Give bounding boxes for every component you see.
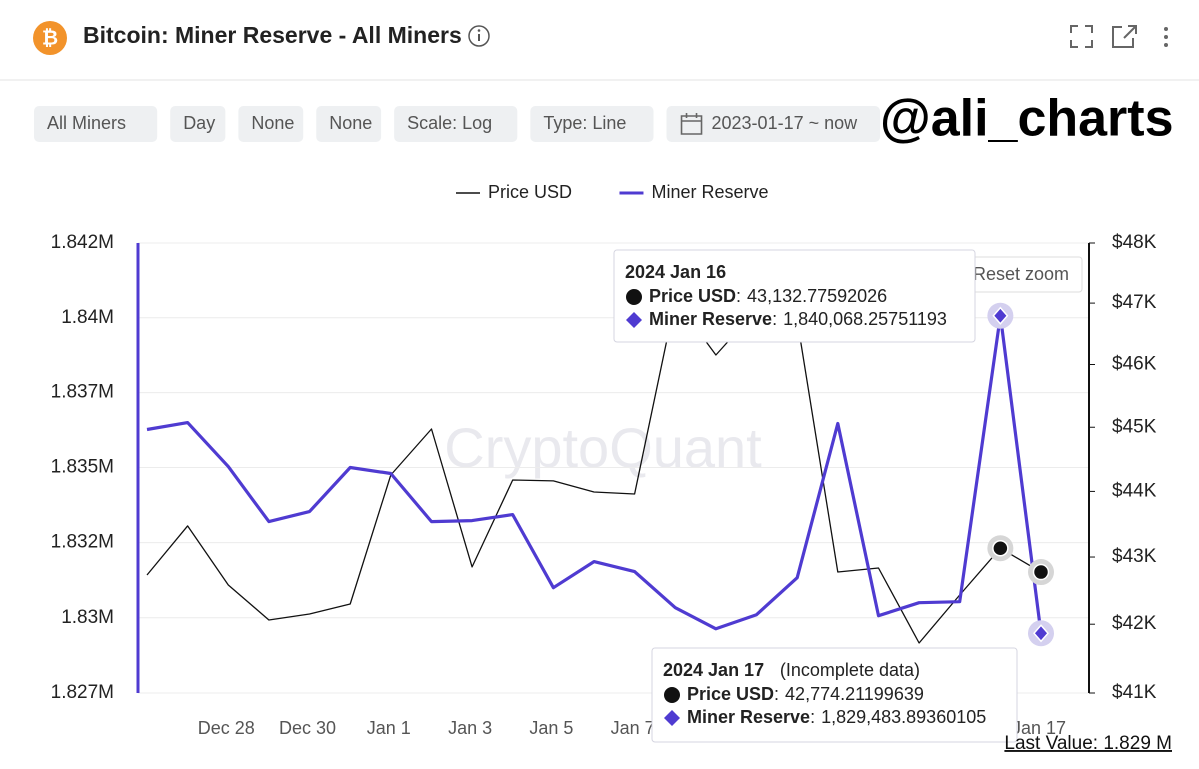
x-tick-label: Jan 1 [367,718,411,738]
y2-tick-label: $46K [1112,354,1157,375]
tooltip-icon [664,710,680,726]
tooltip-value: 42,774.21199639 [785,684,924,704]
point-marker [992,306,1009,325]
tooltip-separator: : [772,309,777,329]
filter-button[interactable] [170,106,226,142]
y-tick-label: 1.827M [51,682,114,703]
y-tick-label: 1.842M [51,232,114,253]
tooltip-separator: : [736,286,741,306]
open-icon[interactable] [1112,25,1137,48]
filter-button[interactable] [394,106,518,142]
y-tick-label: 1.83M [61,607,114,628]
legend-label: Miner Reserve [651,182,768,202]
legend-label: Price USD [488,182,572,202]
y2-tick-label: $47K [1112,292,1157,313]
filter-label: Scale: Log [407,113,492,133]
watermark: CryptoQuant [444,416,762,479]
point-marker [1032,563,1050,581]
filter-label: Day [183,113,215,133]
y2-tick-label: $41K [1112,682,1157,703]
handle: @ali_charts [880,90,1174,148]
filter-label: None [251,113,294,133]
x-tick-label: Jan 17 [1012,718,1066,738]
x-tick-label: Dec 28 [198,718,255,738]
tooltip-value: 1,829,483.89360105 [821,707,986,727]
tooltip-separator: : [810,707,815,727]
bitcoin-glyph: ₿ [42,27,58,49]
info-glyph [478,34,480,41]
tooltip-separator: : [774,684,779,704]
tooltip-title: 2024 Jan 17 [663,660,764,680]
filter-button[interactable] [316,106,382,142]
series-line [146,299,1042,644]
more-icon[interactable] [1164,27,1168,47]
x-tick-label: Jan 5 [529,718,573,738]
tooltip-title: 2024 Jan 16 [625,262,726,282]
tooltip-icon [664,687,680,703]
point-marker [992,539,1009,557]
filter-button[interactable] [666,106,881,142]
tooltip [651,647,1018,743]
y-tick-label: 1.835M [51,457,114,478]
fullscreen-icon[interactable] [1070,25,1093,48]
filter-label: All Miners [47,113,126,133]
y2-tick-label: $44K [1112,480,1157,501]
info-glyph [477,29,481,32]
tooltip [613,249,976,343]
filter-button[interactable] [238,106,304,142]
x-tick-label: Dec 30 [279,718,336,738]
tooltip-icon [626,289,642,305]
tooltip-name: Miner Reserve [687,707,810,727]
tooltip-value: 1,840,068.25751193 [783,309,947,329]
y2-tick-label: $45K [1112,416,1157,437]
filter-button[interactable] [530,106,654,142]
series-line [146,314,1043,634]
y2-tick-label: $43K [1112,546,1157,567]
tooltip-value: 43,132.77592026 [747,286,887,306]
info-icon[interactable] [468,25,490,47]
tooltip-note: (Incomplete data) [780,660,920,680]
tooltip-name: Miner Reserve [649,309,772,329]
tooltip-name: Price USD [687,684,774,704]
tooltip-name: Price USD [649,286,736,306]
y2-tick-label: $42K [1112,613,1157,634]
point-marker [1033,624,1049,643]
filter-label: 2023-01-17 ~ now [712,113,859,133]
y2-tick-label: $48K [1112,232,1157,253]
reset-zoom-label: Reset zoom [973,264,1069,284]
filter-label: Type: Line [543,113,626,133]
filter-button[interactable] [34,106,158,142]
bitcoin-icon [33,21,67,55]
x-tick-label: Jan 3 [448,718,492,738]
filter-label: None [329,113,372,133]
x-tick-label: Jan 7 [611,718,655,738]
y-tick-label: 1.837M [51,382,114,403]
y-tick-label: 1.84M [61,307,114,328]
tooltip-icon [626,312,642,328]
calendar-icon [680,113,703,135]
y-tick-label: 1.832M [51,532,114,553]
last-value: Last Value: 1.829 M [1004,733,1172,754]
page-title: Bitcoin: Miner Reserve - All Miners [83,22,462,48]
